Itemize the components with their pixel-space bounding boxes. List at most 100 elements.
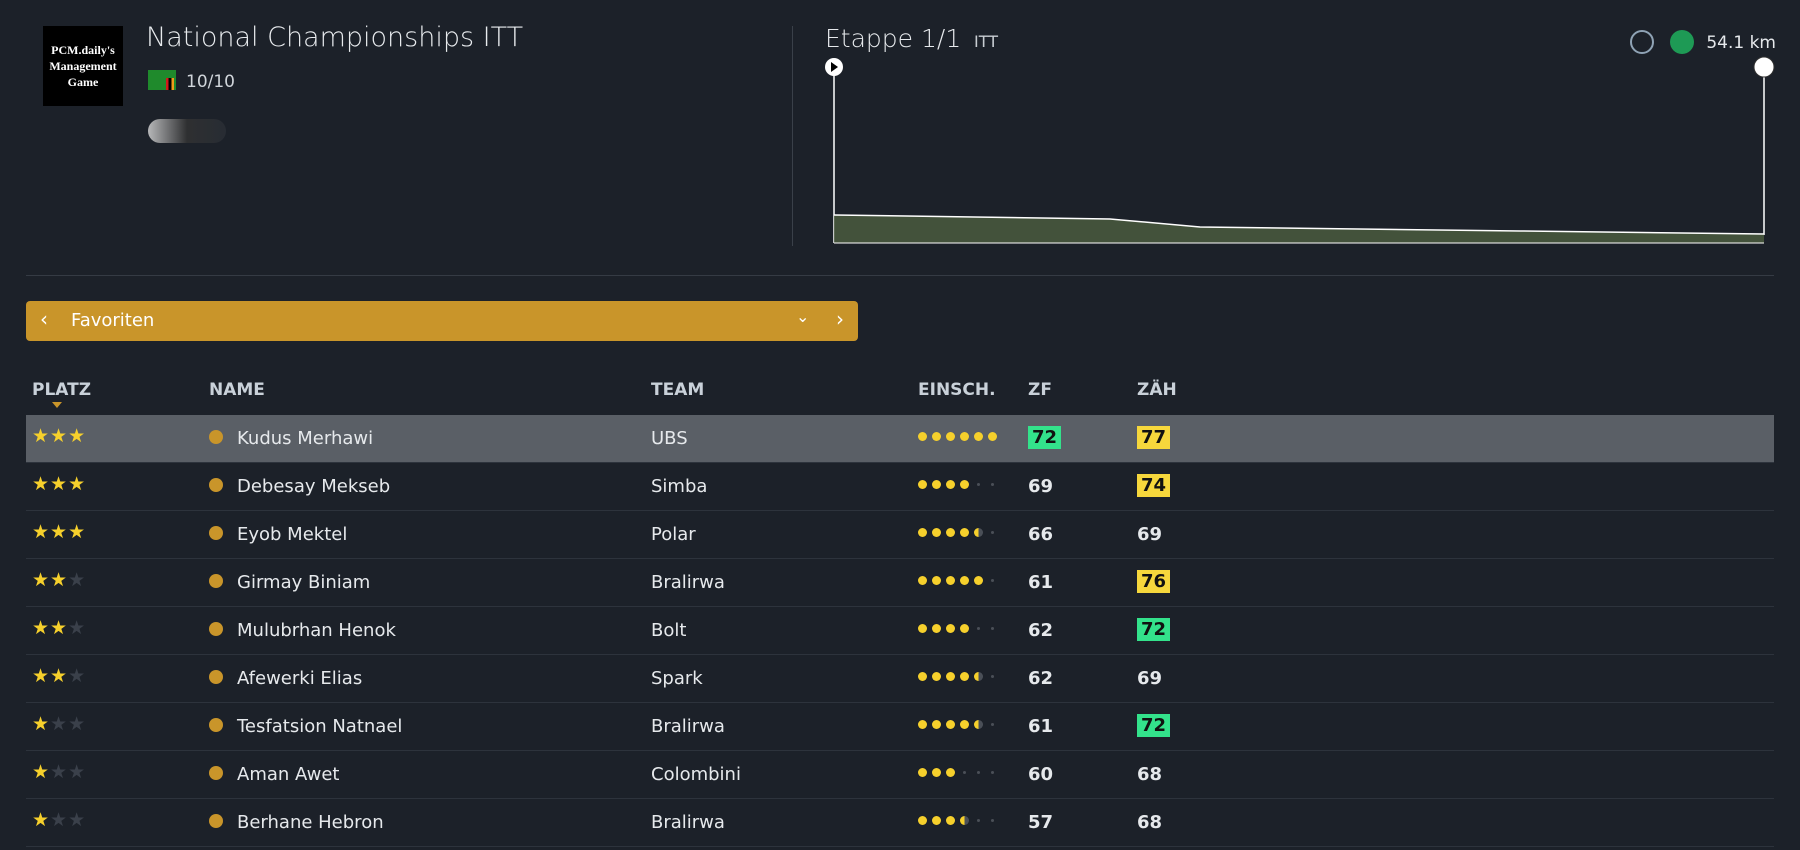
- star: ★: [32, 713, 50, 735]
- star: ★: [50, 665, 68, 687]
- dot: [974, 576, 983, 585]
- column-header[interactable]: PLATZ: [32, 380, 92, 400]
- zah-value: 76: [1137, 570, 1171, 593]
- info-icon: [209, 718, 223, 732]
- star-rating: ★★★: [32, 617, 86, 639]
- dot: [918, 768, 927, 777]
- star: ★: [50, 617, 68, 639]
- dot: [932, 816, 941, 825]
- zf-value: 62: [1028, 668, 1054, 689]
- dot: [946, 480, 955, 489]
- dot: [977, 771, 980, 774]
- zah-value: 77: [1137, 426, 1171, 449]
- rider-row[interactable]: ★★★ Girmay Biniam Bralirwa 61 76: [26, 559, 1774, 607]
- info-icon: [209, 574, 223, 588]
- dot: [932, 624, 941, 633]
- star: ★: [68, 569, 86, 591]
- star-rating: ★★★: [32, 473, 86, 495]
- weather-indicator: [148, 119, 226, 143]
- rider-row[interactable]: ★★★ Mulubrhan Henok Bolt 62 72: [26, 607, 1774, 655]
- zah-value: 68: [1137, 812, 1163, 833]
- info-icon: [209, 766, 223, 780]
- zf-value: 61: [1028, 716, 1054, 737]
- dot: [946, 720, 955, 729]
- rider-name: Debesay Mekseb: [237, 476, 391, 497]
- rider-name: Berhane Hebron: [237, 812, 384, 833]
- dot: [918, 480, 927, 489]
- clock-icon: [1630, 30, 1654, 54]
- team-name: Bralirwa: [651, 716, 725, 737]
- dot: [991, 627, 994, 630]
- dot: [946, 576, 955, 585]
- rider-row[interactable]: ★★★ Aman Awet Colombini 60 68: [26, 751, 1774, 799]
- race-title: National Championships ITT: [146, 22, 524, 53]
- star: ★: [50, 425, 68, 447]
- dot: [963, 771, 966, 774]
- dot: [977, 483, 980, 486]
- star: ★: [32, 665, 50, 687]
- column-header: TEAM: [651, 380, 705, 400]
- dot: [991, 483, 994, 486]
- dot: [974, 672, 983, 681]
- zf-value: 72: [1028, 426, 1062, 449]
- dot: [960, 624, 969, 633]
- terrain-icon: [1670, 30, 1694, 54]
- team-name: Polar: [651, 524, 696, 545]
- info-icon: [209, 430, 223, 444]
- dot: [991, 723, 994, 726]
- suitability: [918, 480, 1002, 489]
- rider-row[interactable]: ★★★ Afewerki Elias Spark 62 69: [26, 655, 1774, 703]
- star-rating: ★★★: [32, 665, 86, 687]
- selector-label: Favoriten: [71, 310, 155, 331]
- rider-name: Girmay Biniam: [237, 572, 371, 593]
- star: ★: [50, 761, 68, 783]
- race-progress: 10/10: [186, 72, 235, 92]
- team-name: Simba: [651, 476, 708, 497]
- rider-name: Afewerki Elias: [237, 668, 363, 689]
- zf-value: 57: [1028, 812, 1054, 833]
- team-name: Bolt: [651, 620, 687, 641]
- team-name: Spark: [651, 668, 703, 689]
- game-logo: PCM.daily's Management Game: [43, 26, 123, 106]
- rider-row[interactable]: ★★★ Eyob Mektel Polar 66 69: [26, 511, 1774, 559]
- rider-row[interactable]: ★★★ Kudus Merhawi UBS 72 77: [26, 415, 1774, 463]
- dot: [960, 528, 969, 537]
- separator: [26, 275, 1774, 276]
- divider: [792, 26, 793, 246]
- dot: [932, 480, 941, 489]
- rider-row[interactable]: ★★★ Berhane Hebron Bralirwa 57 68: [26, 799, 1774, 847]
- team-name: Colombini: [651, 764, 741, 785]
- list-selector[interactable]: ‹ ⌄ ›: [26, 301, 858, 341]
- dot: [991, 819, 994, 822]
- star: ★: [50, 713, 68, 735]
- zah-value: 69: [1137, 524, 1163, 545]
- star: ★: [32, 761, 50, 783]
- dot: [991, 771, 994, 774]
- zah-value: 72: [1137, 618, 1171, 641]
- stage-type: ITT: [974, 32, 998, 51]
- dot: [988, 432, 997, 441]
- dot: [918, 528, 927, 537]
- star-rating: ★★★: [32, 809, 86, 831]
- rider-row[interactable]: ★★★ Tesfatsion Natnael Bralirwa 61 72: [26, 703, 1774, 751]
- star: ★: [32, 809, 50, 831]
- dot: [918, 672, 927, 681]
- stage-profile: [825, 56, 1775, 244]
- suitability: [918, 576, 1002, 585]
- info-icon: [209, 670, 223, 684]
- info-icon: [209, 526, 223, 540]
- dot: [932, 576, 941, 585]
- star: ★: [68, 473, 86, 495]
- star-rating: ★★★: [32, 569, 86, 591]
- dot: [932, 672, 941, 681]
- sort-indicator: [52, 402, 62, 413]
- team-name: Bralirwa: [651, 812, 725, 833]
- suitability: [918, 624, 1002, 633]
- dot: [932, 432, 941, 441]
- rider-row[interactable]: ★★★ Debesay Mekseb Simba 69 74: [26, 463, 1774, 511]
- star: ★: [50, 569, 68, 591]
- info-icon: [209, 622, 223, 636]
- dot: [918, 816, 927, 825]
- suitability: [918, 432, 1002, 441]
